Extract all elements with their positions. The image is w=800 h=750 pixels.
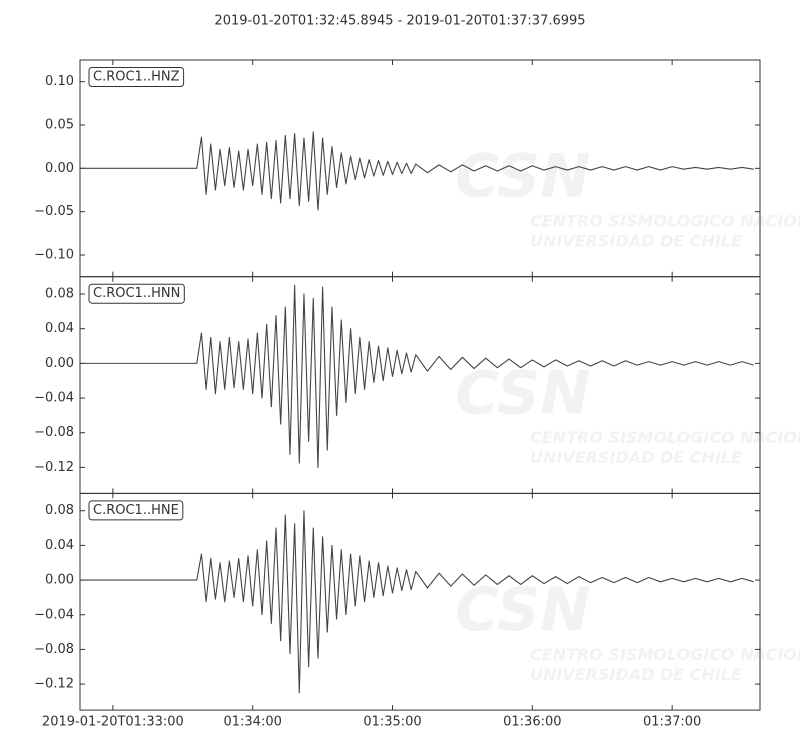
y-tick-label: −0.12 <box>34 677 74 692</box>
watermark-line: CENTRO SISMOLOGICO NACIONAL <box>530 212 800 231</box>
waveform <box>80 284 754 468</box>
y-tick-label: 0.00 <box>45 356 74 371</box>
chart-title: 2019-01-20T01:32:45.8945 - 2019-01-20T01… <box>214 14 585 29</box>
y-tick-label: −0.04 <box>34 391 74 406</box>
watermark-logo: CSN <box>455 358 590 428</box>
x-tick-label: 01:36:00 <box>503 715 561 730</box>
x-tick-label: 01:37:00 <box>643 715 701 730</box>
watermark-line: CENTRO SISMOLOGICO NACIONAL <box>530 645 800 664</box>
trace-label-box <box>88 283 185 304</box>
waveform <box>80 510 754 694</box>
y-tick-label: 0.08 <box>45 503 74 518</box>
y-tick-label: −0.04 <box>34 607 74 622</box>
y-tick-label: 0.08 <box>45 287 74 302</box>
y-tick-label: −0.10 <box>34 248 74 263</box>
y-tick-label: 0.05 <box>45 118 74 133</box>
x-tick-label: 2019-01-20T01:33:00 <box>42 715 184 730</box>
y-tick-label: 0.10 <box>45 74 74 89</box>
y-tick-label: −0.05 <box>34 204 74 219</box>
y-tick-label: −0.08 <box>34 642 74 657</box>
y-tick-label: 0.00 <box>45 161 74 176</box>
watermark-line: UNIVERSIDAD DE CHILE <box>530 665 742 684</box>
x-tick-label: 01:35:00 <box>363 715 421 730</box>
watermark-line: CENTRO SISMOLOGICO NACIONAL <box>530 428 800 447</box>
y-tick-label: 0.04 <box>45 538 74 553</box>
y-tick-label: 0.04 <box>45 321 74 336</box>
x-tick-label: 01:34:00 <box>223 715 281 730</box>
trace-label: C.ROC1..HNZ <box>93 70 180 85</box>
watermark-logo: CSN <box>455 142 590 212</box>
trace-label: C.ROC1..HNE <box>93 503 179 518</box>
panel-frame <box>79 492 761 711</box>
trace-label: C.ROC1..HNN <box>93 286 180 301</box>
trace-label-box <box>88 67 185 87</box>
watermark-line: UNIVERSIDAD DE CHILE <box>530 448 742 467</box>
y-tick-label: −0.12 <box>34 460 74 475</box>
y-tick-label: 0.00 <box>45 573 74 588</box>
watermark-logo: CSN <box>455 575 590 645</box>
waveform <box>80 131 754 211</box>
watermark-line: UNIVERSIDAD DE CHILE <box>530 232 742 251</box>
trace-label-box <box>88 500 184 521</box>
y-tick-label: −0.08 <box>34 425 74 440</box>
